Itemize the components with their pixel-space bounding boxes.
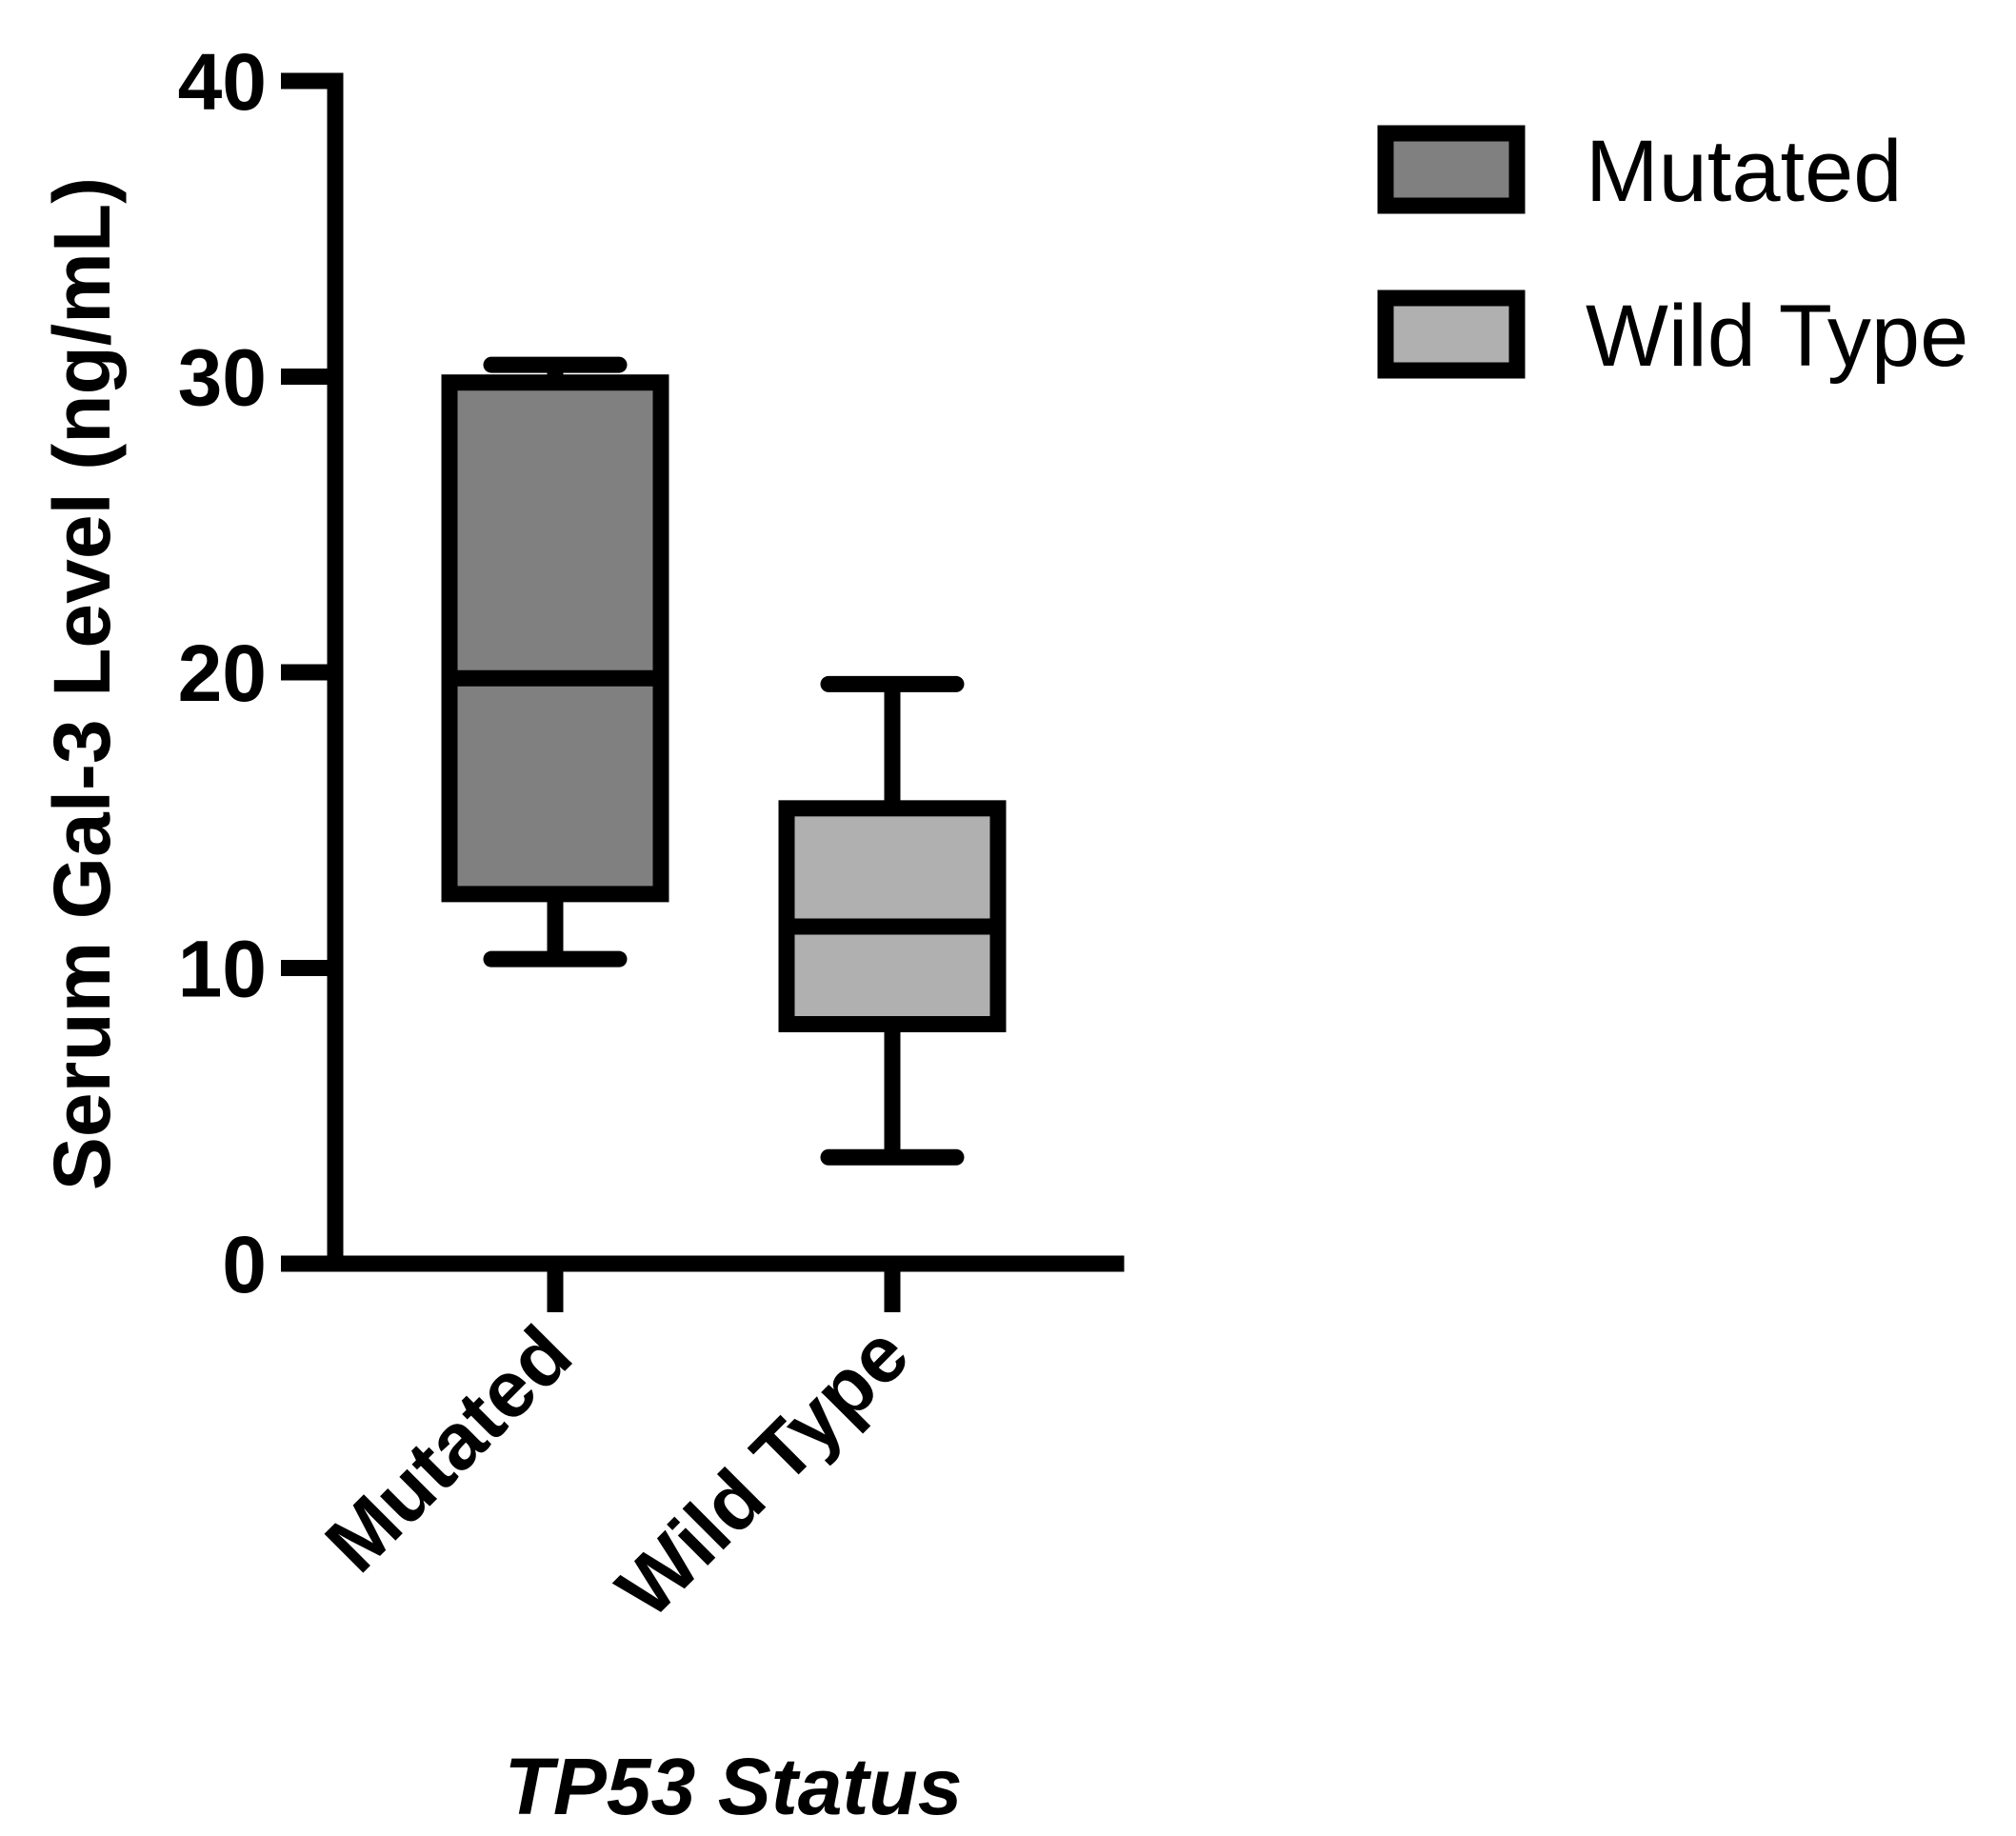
legend-swatch	[1377, 289, 1526, 379]
y-tick-label: 10	[178, 925, 267, 1014]
box-wild-type	[778, 675, 1007, 1166]
box-iqr	[778, 800, 1007, 1032]
legend: Mutated Wild Type	[1377, 123, 1968, 385]
y-tick-label: 0	[222, 1220, 267, 1309]
y-axis-title: Serum Gal-3 Level (ng/mL)	[37, 177, 127, 1190]
box-mutated	[441, 356, 669, 968]
y-tick-label: 30	[178, 333, 267, 423]
legend-label: Mutated	[1586, 123, 1902, 220]
y-tick-label: 20	[178, 629, 267, 718]
x-category-label: Mutated	[309, 1308, 589, 1588]
x-category-label: Wild Type	[600, 1308, 926, 1634]
legend-swatch	[1377, 125, 1526, 214]
legend-item: Wild Type	[1377, 288, 1968, 385]
legend-label: Wild Type	[1586, 288, 1968, 385]
legend-item: Mutated	[1377, 123, 1902, 220]
boxes	[441, 356, 1007, 1166]
y-tick-label: 40	[178, 37, 267, 127]
box-iqr	[441, 374, 669, 903]
x-axis-title: TP53 Status	[505, 1742, 963, 1831]
